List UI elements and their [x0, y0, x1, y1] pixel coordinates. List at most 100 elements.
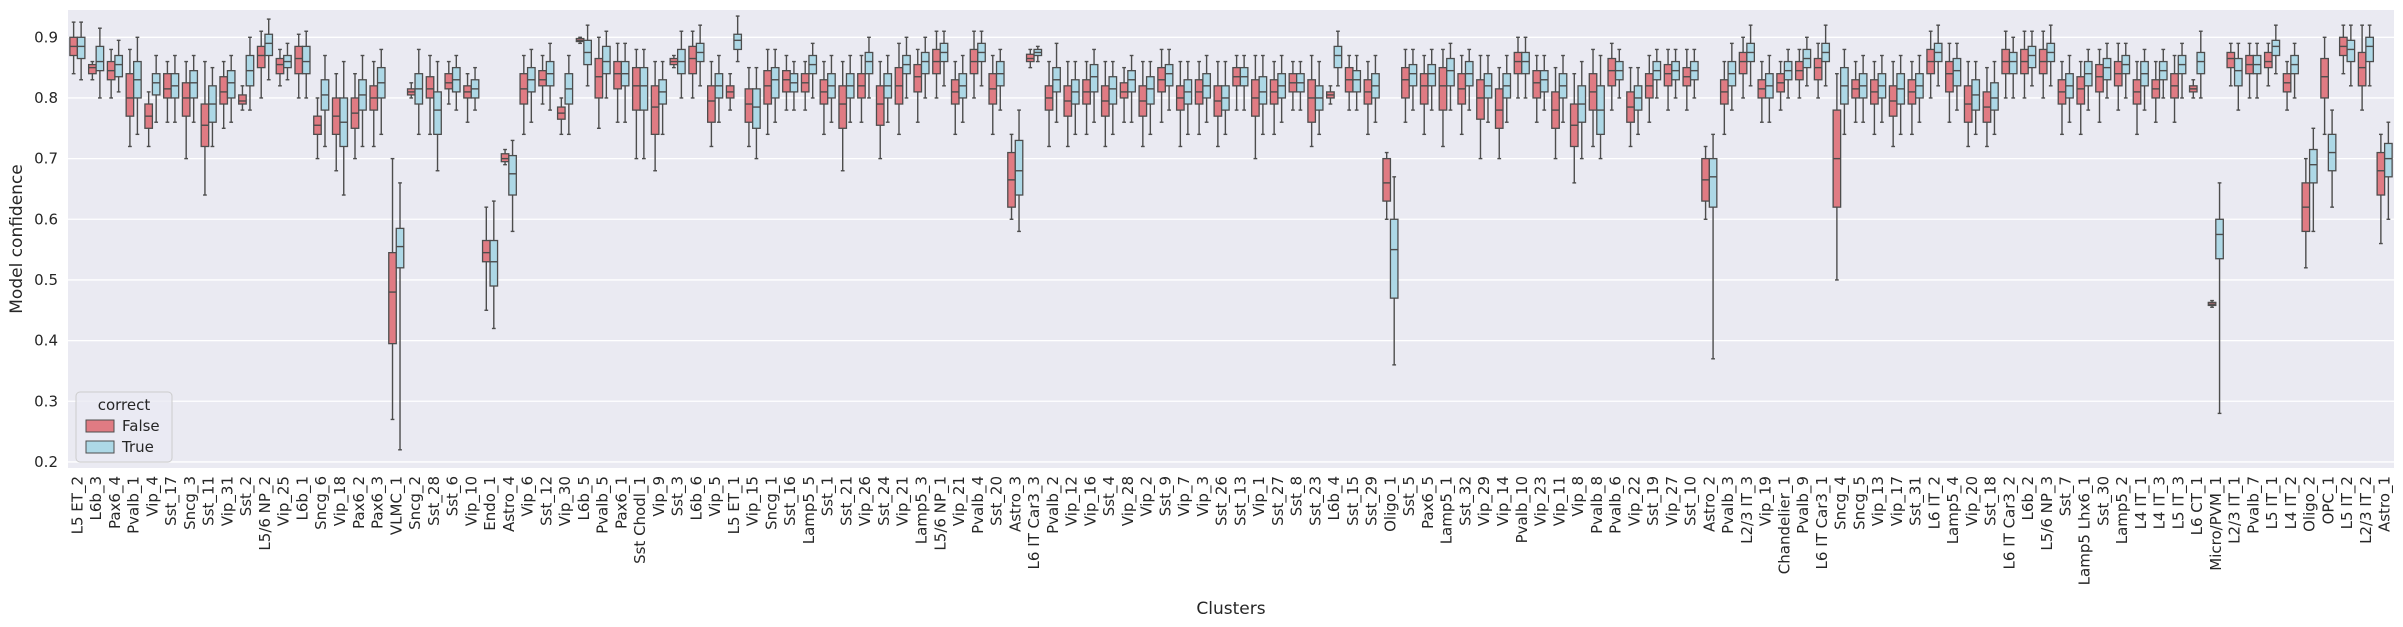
- box-true: [358, 54, 367, 148]
- box-false: [857, 54, 866, 123]
- x-tick-label: Vip_28: [1119, 476, 1138, 526]
- box-iqr: [87, 63, 97, 75]
- box-true: [658, 60, 668, 136]
- x-tick-label: Vip_3: [1194, 476, 1213, 517]
- x-tick-label: L5 IT_2: [2338, 476, 2357, 529]
- box-false: [1476, 54, 1485, 160]
- box-iqr: [920, 51, 930, 75]
- box-iqr: [2346, 39, 2356, 63]
- x-tick-label: L6b_2: [2019, 476, 2038, 520]
- box-iqr: [76, 36, 86, 60]
- box-true: [2065, 54, 2074, 123]
- x-tick-label: Vip_26: [856, 476, 875, 526]
- box-true: [1371, 54, 1380, 123]
- legend-label-false: False: [122, 417, 160, 435]
- box-true: [1539, 54, 1549, 111]
- box-iqr: [601, 45, 611, 75]
- box-iqr: [594, 57, 604, 99]
- x-tick-label: Sst_28: [425, 476, 444, 526]
- box-true: [1446, 42, 1455, 111]
- box-iqr: [733, 33, 743, 51]
- box-true: [1145, 60, 1155, 136]
- box-true: [1296, 60, 1305, 111]
- box-true: [1896, 54, 1906, 136]
- x-tick-label: Sncg_2: [406, 476, 425, 530]
- box-false: [1794, 48, 1804, 99]
- box-true: [1746, 24, 1756, 87]
- x-tick-label: Sst_11: [200, 476, 219, 526]
- x-tick-label: Sst_12: [537, 476, 556, 526]
- box-iqr: [2271, 39, 2281, 57]
- box-iqr: [1708, 157, 1718, 208]
- box-iqr: [500, 153, 510, 163]
- box-iqr: [444, 73, 454, 90]
- box-iqr: [125, 73, 135, 117]
- x-tick-label: Sst_2: [237, 476, 256, 516]
- box-true: [2346, 24, 2356, 87]
- box-iqr: [226, 70, 236, 99]
- box-true: [995, 48, 1005, 111]
- box-iqr: [875, 85, 885, 126]
- x-tick-label: L6 IT Car3_1: [1813, 476, 1832, 569]
- box-true: [2083, 48, 2093, 111]
- box-iqr: [2226, 51, 2236, 69]
- x-tick-label: L6 IT_2: [1925, 476, 1944, 529]
- x-tick-label: Sncg_5: [1850, 476, 1869, 530]
- box-true: [489, 200, 499, 330]
- box-false: [144, 91, 154, 148]
- box-true: [1164, 48, 1174, 111]
- box-true: [1596, 54, 1605, 160]
- box-iqr: [238, 94, 247, 105]
- x-tick-label: Pax6_1: [612, 476, 631, 529]
- box-iqr: [2376, 151, 2386, 196]
- box-iqr: [508, 154, 517, 196]
- box-false: [1438, 48, 1448, 148]
- box-true: [245, 36, 255, 111]
- x-tick-label: Sncg_1: [762, 476, 781, 530]
- x-tick-label: L5 IT_1: [2263, 476, 2282, 529]
- x-tick-label: Vip_21: [950, 476, 969, 526]
- box-false: [1719, 60, 1729, 136]
- x-tick-label: Sst_21: [837, 476, 856, 526]
- box-iqr: [1813, 57, 1823, 81]
- box-true: [752, 66, 761, 160]
- x-tick-label: Vip_5: [706, 476, 725, 517]
- box-iqr: [1258, 76, 1268, 105]
- y-tick-labels: 0.2 0.3 0.4 0.5 0.6 0.7 0.8 0.9: [34, 28, 58, 471]
- box-iqr: [1738, 51, 1748, 75]
- box-false: [200, 60, 210, 196]
- box-false: [1326, 85, 1335, 105]
- box-false: [181, 60, 191, 160]
- x-tick-label: L5 ET_2: [68, 476, 87, 534]
- x-tick-label: Sst_4: [1100, 476, 1119, 516]
- box-iqr: [752, 88, 761, 129]
- box-true: [583, 24, 593, 87]
- box-true: [1220, 60, 1230, 136]
- box-false: [556, 97, 566, 136]
- x-tick-label: L6b_6: [687, 476, 706, 520]
- box-iqr: [1952, 57, 1962, 87]
- box-true: [1183, 60, 1193, 136]
- box-false: [800, 60, 810, 111]
- x-tick-label: Sst_20: [988, 476, 1007, 526]
- y-tick-label: 0.8: [34, 89, 58, 107]
- box-false: [1157, 48, 1166, 123]
- x-tick-label: Lamp5_3: [912, 476, 931, 544]
- box-true: [2008, 36, 2018, 99]
- box-iqr: [1419, 73, 1429, 105]
- x-tick-label: Sst_8: [1288, 476, 1307, 516]
- x-tick-label: Sst_15: [1344, 476, 1363, 526]
- box-true: [977, 30, 986, 87]
- box-iqr: [538, 70, 547, 87]
- box-true: [526, 48, 536, 123]
- x-tick-label: Sst_29: [1363, 476, 1382, 526]
- box-iqr: [1127, 70, 1136, 93]
- box-true: [2271, 24, 2281, 75]
- x-tick-label: Sst_3: [669, 476, 688, 516]
- box-true: [1839, 48, 1849, 136]
- x-tick-label: Sst_18: [1982, 476, 2001, 526]
- box-iqr: [114, 54, 124, 78]
- box-true: [226, 54, 236, 123]
- legend-swatch-false: [85, 419, 115, 433]
- boxes-layer: [69, 15, 2393, 451]
